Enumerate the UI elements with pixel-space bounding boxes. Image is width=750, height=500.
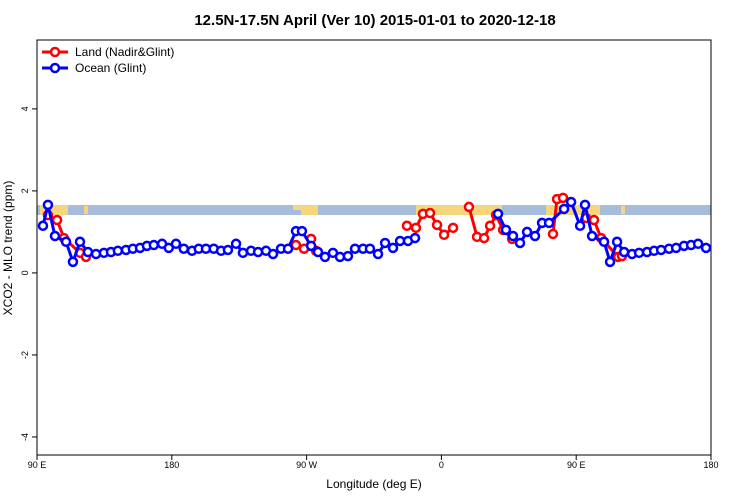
land-patch [84, 206, 88, 214]
point [500, 224, 512, 236]
point [349, 243, 361, 254]
point [588, 214, 600, 226]
land-patch [301, 205, 318, 215]
point [230, 238, 242, 250]
y-axis-label: XCO2 - MLO trend (ppm) [1, 181, 15, 316]
point [342, 250, 354, 262]
point [463, 201, 475, 213]
point [431, 219, 443, 231]
y-tick-label: 4 [20, 106, 30, 111]
point [424, 207, 436, 219]
point [401, 220, 413, 232]
point [312, 246, 324, 258]
x-tick-label: 90 E [28, 460, 47, 470]
point [514, 237, 526, 249]
y-tick-label: -2 [20, 351, 30, 359]
point [282, 243, 294, 254]
legend-marker [49, 62, 61, 74]
legend-marker [49, 46, 61, 58]
x-tick-label: 90 E [567, 460, 586, 470]
point [586, 230, 598, 242]
land-patch [40, 205, 68, 215]
point [237, 247, 249, 259]
point [319, 251, 331, 263]
point [557, 192, 569, 204]
point [222, 244, 234, 256]
point [547, 228, 559, 240]
point [604, 256, 616, 268]
land-patch [293, 205, 301, 210]
x-tick-label: 90 W [296, 460, 318, 470]
point [82, 246, 94, 258]
point [178, 243, 190, 254]
point [558, 203, 570, 215]
x-tick-label: 180 [703, 460, 718, 470]
point [148, 239, 160, 251]
point [565, 196, 577, 208]
point [409, 232, 421, 244]
point [387, 242, 399, 254]
point [67, 256, 79, 268]
point [543, 217, 555, 229]
point [37, 220, 49, 232]
point [507, 230, 519, 242]
land-patch [416, 205, 502, 215]
point [372, 248, 384, 260]
y-tick-label: 2 [20, 188, 30, 193]
point [49, 230, 61, 242]
point [42, 199, 54, 211]
point [170, 238, 182, 250]
point [379, 237, 391, 249]
point [290, 239, 302, 251]
point [90, 248, 102, 260]
point [364, 243, 376, 254]
point [410, 222, 422, 234]
x-tick-label: 0 [439, 460, 444, 470]
point [296, 225, 308, 237]
point [492, 208, 504, 220]
point [267, 248, 279, 260]
point [692, 238, 704, 250]
point [51, 214, 63, 226]
legend-label: Land (Nadir&Glint) [75, 45, 174, 59]
point [305, 240, 317, 252]
land-patch [621, 206, 625, 214]
x-axis-label: Longitude (deg E) [326, 477, 421, 491]
point [700, 242, 712, 254]
point [598, 236, 610, 248]
x-tick-label: 180 [164, 460, 179, 470]
point [252, 246, 264, 258]
point [447, 222, 459, 234]
point [484, 220, 496, 232]
map-strip [37, 205, 711, 215]
point [529, 230, 541, 242]
ocean-strip [37, 205, 711, 215]
point [74, 236, 86, 248]
legend-label: Ocean (Glint) [75, 61, 146, 75]
point [112, 245, 124, 257]
y-tick-label: -4 [20, 433, 30, 441]
point [478, 232, 490, 244]
point [521, 226, 533, 238]
point [611, 236, 623, 248]
point [574, 220, 586, 232]
chart-title: 12.5N-17.5N April (Ver 10) 2015-01-01 to… [194, 12, 555, 29]
point [579, 199, 591, 211]
point [60, 236, 72, 248]
point [655, 244, 667, 256]
y-tick-label: 0 [20, 270, 30, 275]
point [438, 229, 450, 241]
